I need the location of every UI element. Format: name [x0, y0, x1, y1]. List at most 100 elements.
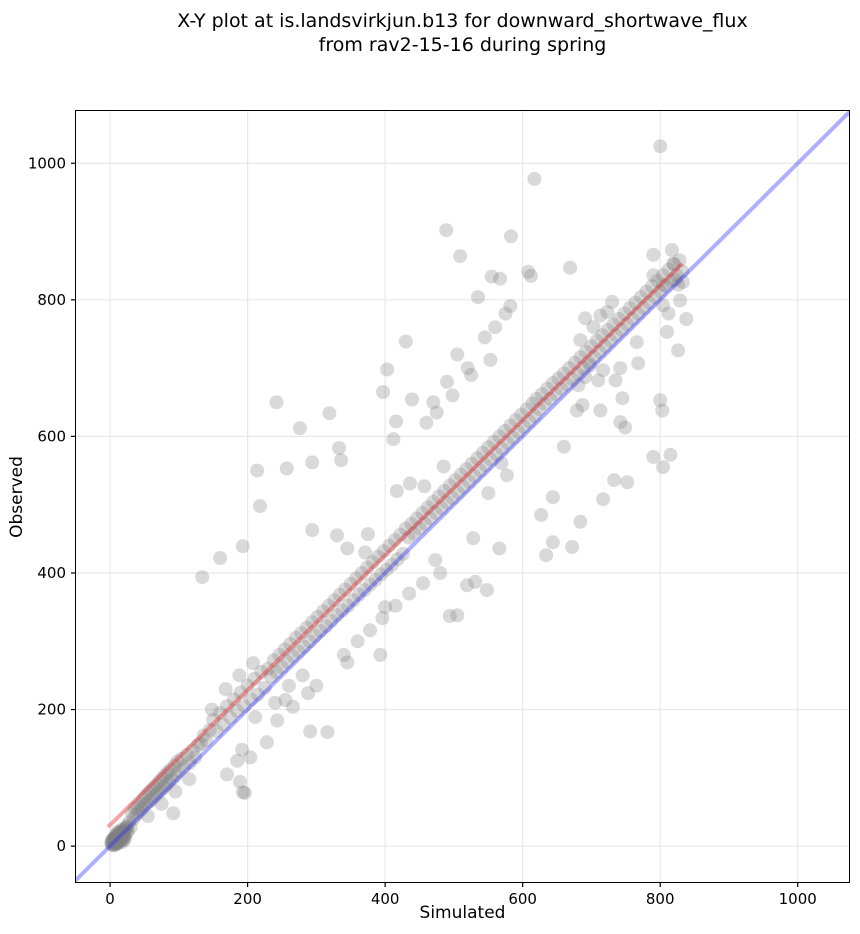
scatter-point: [354, 566, 369, 580]
scatter-point: [195, 570, 210, 585]
scatter-point: [279, 461, 294, 476]
scatter-point: [477, 330, 492, 345]
scatter-point: [240, 678, 255, 693]
scatter-point: [107, 830, 122, 845]
scatter-point: [107, 832, 122, 847]
grid-layer: [75, 110, 850, 883]
scatter-point: [656, 298, 670, 313]
scatter-point: [545, 535, 560, 550]
scatter-point: [578, 344, 593, 359]
scatter-point: [500, 436, 515, 451]
scatter-point: [376, 385, 391, 399]
scatter-point: [671, 343, 686, 358]
scatter-point: [244, 692, 258, 707]
scatter-point: [216, 717, 231, 732]
scatter-point: [591, 373, 606, 388]
scatter-point: [220, 699, 234, 714]
scatter-point: [615, 391, 630, 406]
scatter-point: [373, 647, 388, 662]
scatter-point: [169, 768, 184, 783]
scatter-point: [105, 835, 120, 849]
scatter-point: [250, 463, 265, 478]
scatter-point: [108, 834, 123, 849]
scatter-point: [556, 439, 571, 454]
scatter-point: [108, 829, 123, 844]
scatter-point: [110, 835, 125, 850]
scatter-point: [382, 538, 397, 553]
scatter-point: [470, 451, 485, 466]
scatter-point: [603, 333, 618, 348]
scatter-point: [646, 247, 661, 262]
scatter-point: [388, 598, 403, 613]
scatter-point: [278, 693, 293, 707]
scatter-point: [140, 809, 155, 824]
scatter-point: [661, 306, 676, 321]
scatter-point: [633, 290, 648, 305]
y-tick-label: 800: [37, 291, 66, 309]
scatter-point: [415, 505, 430, 520]
scatter-point: [642, 295, 657, 310]
scatter-point: [493, 271, 507, 286]
scatter-point: [286, 649, 300, 664]
scatter-point: [107, 830, 122, 845]
scatter-point: [320, 725, 335, 740]
scatter-point: [119, 825, 134, 840]
scatter-point: [545, 490, 560, 505]
scatter-point: [112, 828, 126, 843]
scatter-point: [358, 545, 373, 560]
scatter-point: [118, 820, 133, 835]
scatter-point: [492, 541, 507, 556]
scatter-point: [543, 391, 558, 406]
scatter-point: [448, 473, 463, 488]
scatter-point: [177, 759, 192, 774]
scatter-point: [517, 419, 531, 434]
x-tick-label: 1000: [779, 890, 817, 908]
scatter-point: [439, 223, 454, 238]
scatter-point: [105, 832, 120, 847]
y-tick-label: 600: [37, 427, 66, 445]
scatter-point: [396, 546, 410, 561]
scatter-point: [609, 328, 624, 343]
scatter-point: [445, 388, 460, 403]
scatter-point: [486, 434, 501, 449]
scatter-point: [374, 567, 388, 582]
scatter-point: [653, 284, 668, 299]
x-tick-label: 400: [371, 890, 400, 908]
scatter-point: [433, 566, 448, 580]
scatter-point: [114, 827, 129, 842]
scatter-point: [109, 830, 124, 845]
scatter-point: [299, 620, 314, 635]
scatter-point: [605, 294, 620, 309]
scatter-point: [578, 370, 593, 384]
scatter-point: [206, 712, 221, 727]
scatter-point: [365, 555, 380, 570]
scatter-point: [193, 736, 208, 751]
scatter-point: [301, 686, 316, 701]
scatter-point: [117, 828, 132, 843]
scatter-point: [116, 824, 131, 839]
y-tick-label: 400: [37, 564, 66, 582]
scatter-point: [165, 772, 179, 787]
scatter-point: [235, 742, 250, 757]
scatter-point: [281, 678, 296, 693]
scatter-point: [338, 582, 353, 597]
scatter-point: [440, 374, 454, 389]
scatter-point: [664, 273, 679, 288]
scatter-point: [104, 837, 119, 852]
scatter-point: [389, 414, 404, 429]
scatter-point: [488, 320, 503, 335]
scatter-point: [114, 830, 129, 845]
scatter-point: [636, 301, 651, 315]
points-layer: [104, 139, 694, 853]
scatter-point: [484, 452, 498, 467]
scatter-point: [522, 414, 537, 429]
scatter-point: [180, 747, 195, 762]
scatter-point: [272, 647, 287, 662]
scatter-point: [196, 728, 211, 743]
scatter-point: [143, 794, 157, 809]
scatter-point: [492, 429, 507, 444]
scatter-point: [600, 305, 615, 320]
scatter-point: [429, 505, 443, 520]
scatter-point: [118, 830, 133, 845]
scatter-point: [402, 476, 417, 491]
